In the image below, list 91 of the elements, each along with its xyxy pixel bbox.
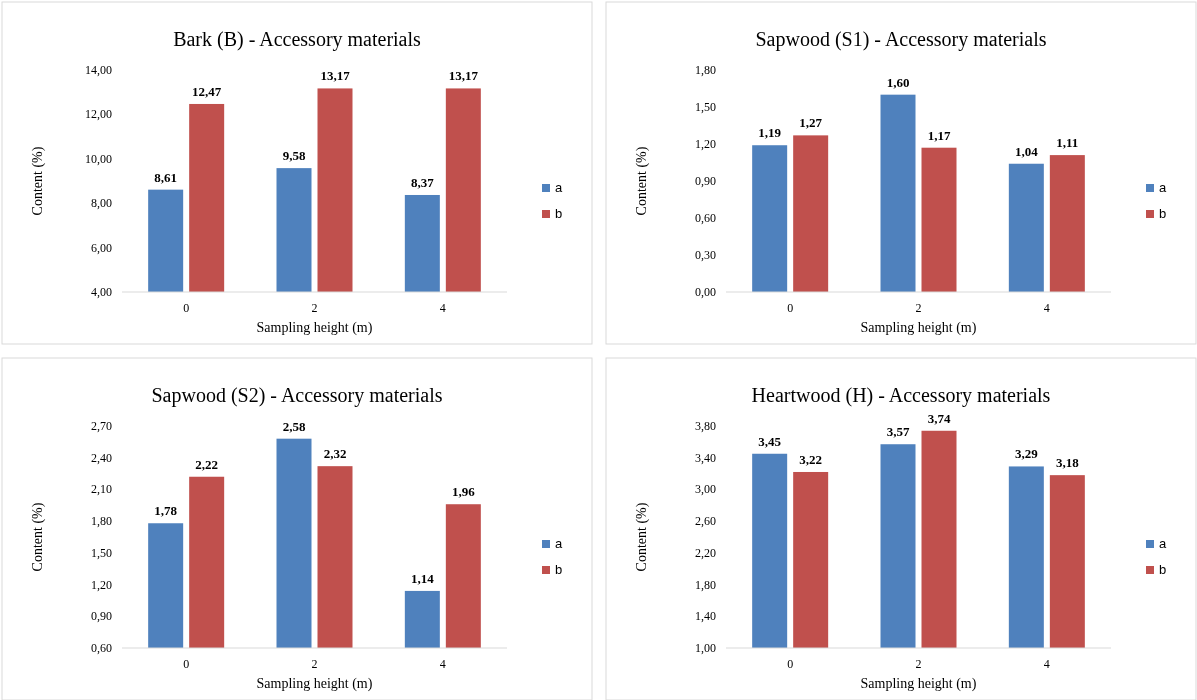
data-label: 2,22 [195, 456, 219, 472]
legend-label: a [1159, 536, 1167, 551]
legend-label: b [555, 206, 563, 221]
data-label: 13,17 [448, 68, 479, 84]
data-label: 3,18 [1055, 455, 1080, 471]
data-label: 3,45 [758, 433, 782, 449]
data-label: 1,78 [154, 503, 178, 519]
data-label: 1,17 [927, 127, 951, 143]
y-tick-label: 1,20 [91, 577, 112, 592]
data-label: 3,74 [927, 410, 951, 426]
legend-label: a [555, 536, 563, 551]
bar [1008, 163, 1044, 292]
y-tick-label: 0,30 [695, 248, 716, 262]
y-axis-title: Content (%) [634, 146, 650, 216]
data-label: 3,57 [886, 424, 910, 440]
data-label: 3,29 [1014, 446, 1039, 462]
y-tick-label: 1,40 [695, 609, 716, 624]
bar [921, 147, 957, 292]
y-tick-label: 4,00 [91, 285, 112, 299]
y-axis-title: Content (%) [30, 502, 46, 572]
y-tick-label: 1,20 [695, 137, 716, 151]
data-label: 1,27 [799, 115, 823, 131]
x-tick-label: 0 [787, 301, 794, 315]
legend-label: a [1159, 180, 1167, 195]
data-label: 8,61 [154, 169, 178, 185]
y-tick-label: 2,60 [695, 514, 716, 529]
y-tick-label: 1,50 [695, 100, 716, 114]
y-tick-label: 0,90 [91, 609, 112, 624]
chart-title: Sapwood (S1) - Accessory materials [755, 28, 1047, 51]
x-tick-label: 2 [311, 301, 318, 315]
data-label: 3,22 [799, 451, 823, 467]
y-tick-label: 8,00 [91, 196, 112, 211]
x-tick-label: 4 [439, 657, 446, 671]
data-label: 13,17 [320, 68, 351, 84]
y-tick-label: 3,80 [695, 419, 716, 433]
x-tick-label: 0 [183, 301, 190, 315]
x-axis-title: Sampling height (m) [860, 320, 977, 336]
data-label: 12,47 [192, 83, 222, 99]
x-tick-label: 4 [1043, 301, 1050, 315]
bar [1049, 155, 1085, 292]
bar [752, 145, 788, 292]
y-tick-label: 2,70 [91, 419, 112, 433]
y-tick-label: 1,80 [91, 514, 112, 529]
x-axis-title: Sampling height (m) [860, 676, 977, 692]
y-tick-label: 2,10 [91, 482, 112, 497]
y-tick-label: 2,40 [91, 450, 112, 465]
bar [793, 135, 829, 292]
data-label: 9,58 [282, 148, 306, 164]
data-label: 8,37 [410, 174, 435, 190]
y-tick-label: 6,00 [91, 240, 112, 255]
data-label: 1,60 [886, 74, 910, 90]
legend-label: b [1159, 206, 1167, 221]
x-tick-label: 2 [915, 657, 922, 671]
data-label: 1,04 [1014, 143, 1039, 159]
data-label: 1,96 [451, 484, 476, 500]
x-tick-label: 2 [915, 301, 922, 315]
y-tick-label: 0,90 [695, 174, 716, 188]
x-axis-title: Sampling height (m) [256, 320, 373, 336]
y-tick-label: 1,80 [695, 577, 716, 592]
y-tick-label: 2,20 [695, 545, 716, 560]
y-axis-title: Content (%) [634, 502, 650, 572]
legend-label: b [555, 562, 563, 577]
y-tick-label: 0,00 [695, 285, 716, 299]
y-tick-label: 1,00 [695, 641, 716, 655]
y-tick-label: 10,00 [85, 151, 112, 166]
legend-label: a [555, 180, 563, 195]
data-label: 2,58 [282, 418, 306, 434]
x-tick-label: 0 [183, 657, 190, 671]
data-label: 1,14 [410, 570, 435, 586]
chart-title: Sapwood (S2) - Accessory materials [151, 384, 443, 407]
x-tick-label: 4 [439, 301, 446, 315]
x-tick-label: 4 [1043, 657, 1050, 671]
x-tick-label: 2 [311, 657, 318, 671]
chart-title: Bark (B) - Accessory materials [173, 28, 422, 51]
y-tick-label: 1,80 [695, 63, 716, 77]
y-axis-title: Content (%) [30, 146, 46, 216]
data-label: 1,19 [758, 125, 782, 141]
chart-title: Heartwood (H) - Accessory materials [751, 384, 1051, 407]
x-tick-label: 0 [787, 657, 794, 671]
y-tick-label: 3,00 [695, 482, 716, 497]
x-axis-title: Sampling height (m) [256, 676, 373, 692]
y-tick-label: 1,50 [91, 545, 112, 560]
y-tick-label: 0,60 [91, 641, 112, 655]
y-tick-label: 14,00 [85, 63, 112, 77]
legend-label: b [1159, 562, 1167, 577]
y-tick-label: 0,60 [695, 211, 716, 225]
data-label: 2,32 [323, 446, 347, 462]
y-tick-label: 12,00 [85, 107, 112, 122]
bar [880, 94, 916, 292]
data-label: 1,11 [1056, 135, 1079, 151]
y-tick-label: 3,40 [695, 450, 716, 465]
